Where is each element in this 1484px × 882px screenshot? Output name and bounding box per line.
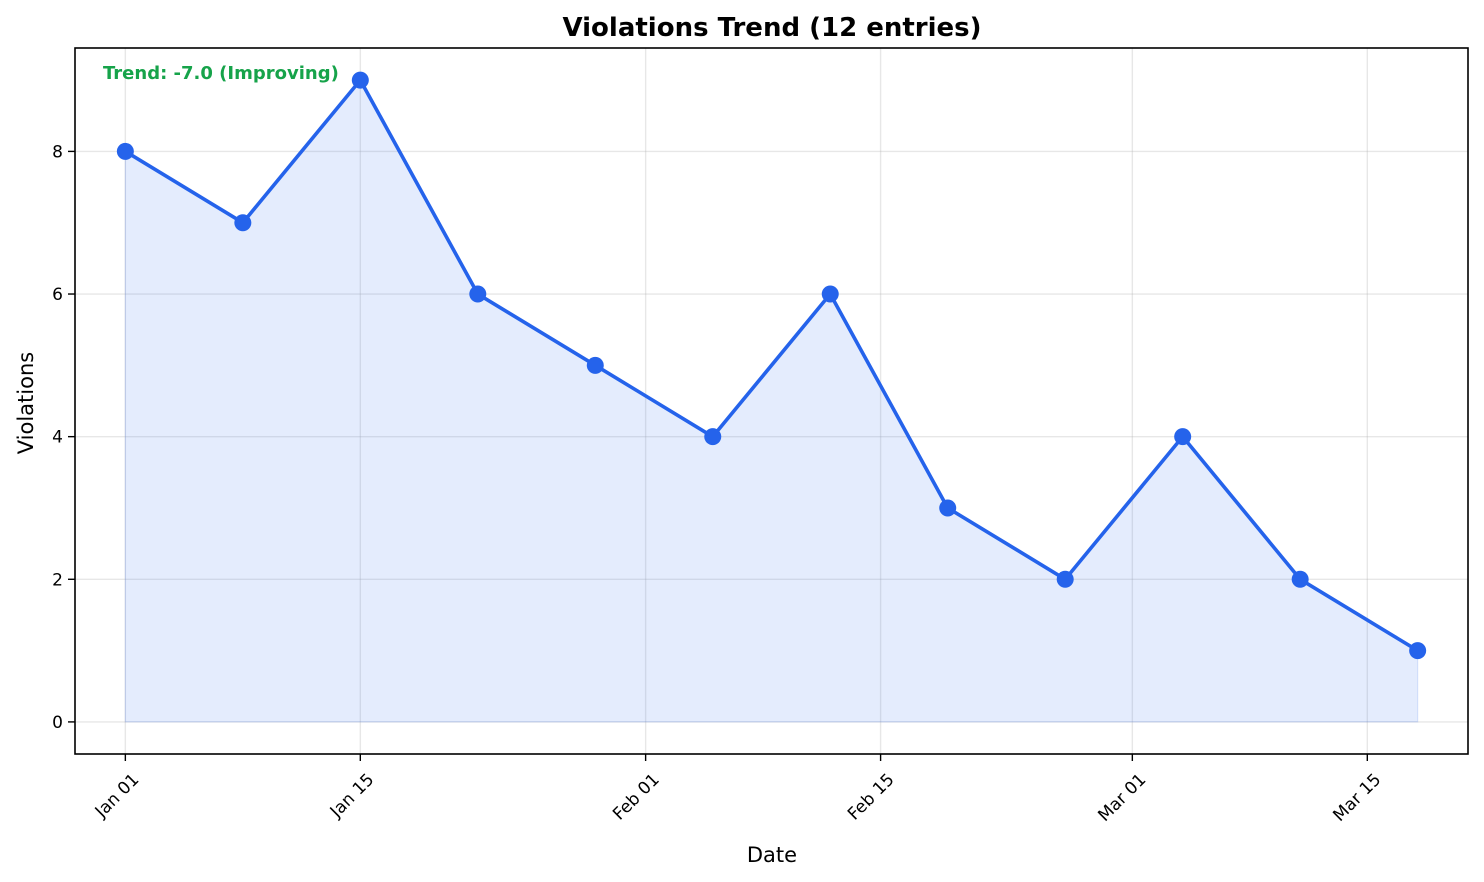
y-tick-label: 6 [52, 285, 63, 305]
data-point [351, 71, 369, 89]
data-point [939, 499, 957, 517]
x-tick-label: Mar 15 [1329, 770, 1385, 826]
y-tick-label: 4 [52, 428, 63, 448]
x-axis-ticks: Jan 01 Jan 15 Feb 01 Feb 15 Mar 01 Mar 15 [91, 754, 1385, 826]
x-tick-label: Feb 15 [844, 770, 899, 825]
data-point [469, 285, 487, 303]
data-point [234, 214, 252, 232]
data-point [1409, 642, 1427, 660]
y-tick-label: 2 [52, 570, 63, 590]
y-tick-label: 0 [52, 713, 63, 733]
data-point [704, 428, 722, 446]
plot-frame [74, 47, 1469, 755]
x-axis-label: Date [747, 843, 797, 867]
x-tick-label: Jan 01 [91, 770, 144, 823]
x-tick-label: Feb 01 [609, 770, 664, 825]
x-tick-label: Mar 01 [1094, 770, 1150, 826]
y-axis-ticks: 0 2 4 6 8 [52, 142, 75, 733]
data-point [116, 142, 134, 160]
data-point [821, 285, 839, 303]
chart-title: Violations Trend (12 entries) [562, 13, 981, 43]
data-points-layer [116, 71, 1427, 660]
grid-lines [75, 48, 1468, 754]
area-fill-layer [124, 79, 1419, 723]
data-point [586, 356, 604, 374]
series-line [124, 78, 1419, 653]
data-point [1056, 570, 1074, 588]
x-tick-label: Jan 15 [326, 770, 379, 823]
y-axis-label: Violations [14, 352, 38, 454]
series-line-layer [124, 78, 1419, 653]
data-point [1291, 570, 1309, 588]
y-tick-label: 8 [52, 142, 63, 162]
area-fill [124, 79, 1419, 723]
data-point [1174, 428, 1192, 446]
trend-annotation: Trend: -7.0 (Improving) [103, 63, 339, 84]
